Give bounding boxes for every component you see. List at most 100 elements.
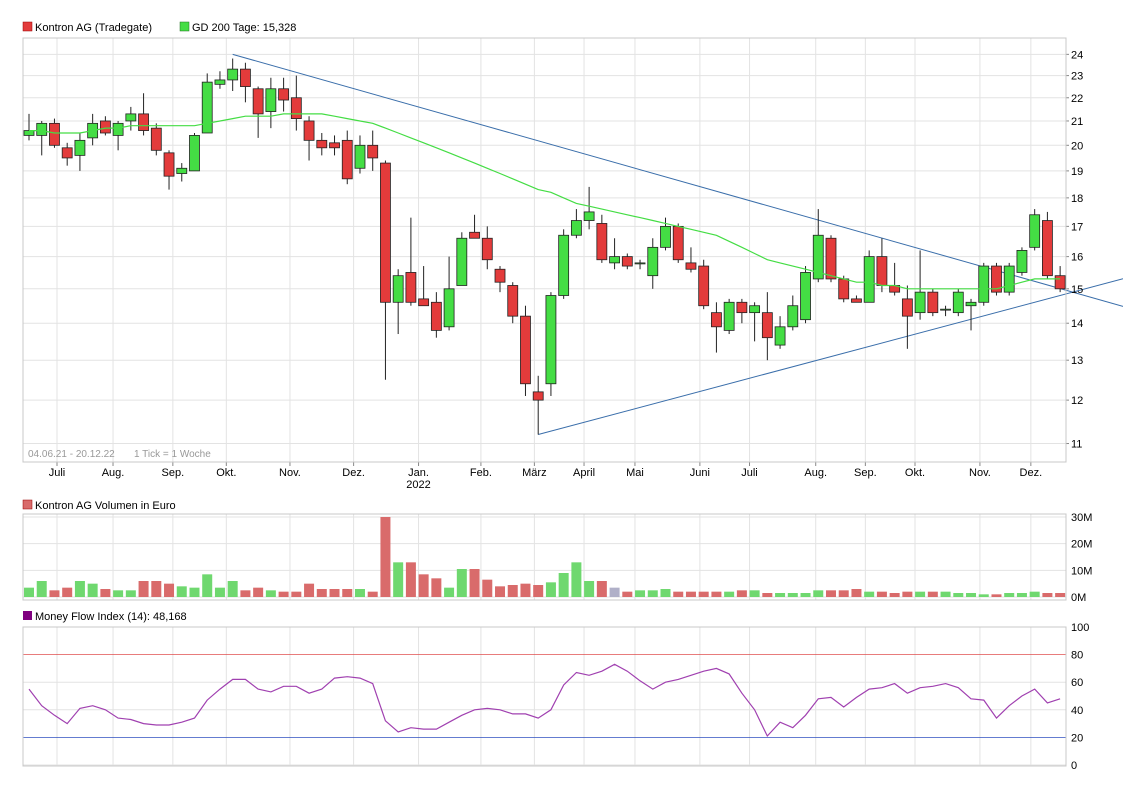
mfi-y-tick-label: 20	[1071, 732, 1083, 744]
candle-down	[430, 301, 442, 331]
candle-down	[761, 312, 773, 339]
candle-down	[507, 285, 519, 317]
volume-bar	[520, 583, 531, 597]
volume-panel-border	[22, 513, 1067, 601]
candlesticks	[23, 58, 1066, 435]
price-y-tick-label: 24	[1071, 49, 1083, 61]
volume-bar	[558, 573, 569, 597]
price-y-tick-label: 19	[1071, 166, 1083, 178]
volume-bar	[393, 562, 404, 597]
volume-bar	[253, 587, 264, 597]
candle-up	[227, 68, 239, 81]
candle-down	[711, 312, 722, 328]
candle-down	[341, 139, 353, 180]
mfi-line	[28, 663, 1061, 738]
volume-bar	[635, 590, 646, 597]
volume-bar	[940, 591, 951, 597]
x-tick-label: Nov.	[969, 467, 991, 479]
candle-up	[863, 256, 875, 303]
trendline	[538, 278, 1123, 436]
candle-up	[583, 211, 595, 221]
volume-bar	[265, 590, 276, 597]
price-y-tick-label: 11	[1071, 439, 1082, 451]
candle-up	[787, 305, 799, 328]
candle-up	[112, 122, 124, 136]
volume-bar	[596, 581, 607, 597]
volume-bar	[62, 587, 73, 597]
volume-y-tick-label: 10M	[1071, 565, 1092, 577]
moving-average	[29, 113, 1061, 290]
volume-bar	[380, 517, 391, 597]
volume-bar	[405, 562, 416, 597]
candle-up	[1029, 214, 1041, 248]
mfi-y-axis: 0 20 40 60 80 100	[1071, 622, 1089, 772]
volume-bar	[978, 594, 989, 597]
volume-bar	[787, 593, 798, 597]
mfi-panel-border	[22, 626, 1067, 767]
candle-up	[74, 139, 86, 156]
mfi-y-tick-label: 0	[1071, 760, 1077, 772]
volume-bar	[864, 591, 875, 597]
volume-bar	[125, 590, 136, 597]
volume-bar	[953, 593, 964, 597]
candle-up	[800, 272, 811, 321]
candle-down	[418, 298, 430, 307]
candle-up	[125, 113, 137, 122]
volume-bar	[813, 590, 824, 597]
volume-legend-label: Kontron AG Volumen in Euro	[35, 500, 176, 512]
candle-down	[163, 152, 175, 177]
x-tick-label: Mai	[626, 467, 644, 479]
x-tick-label: Sep.	[854, 467, 877, 479]
volume-bar	[927, 591, 938, 597]
candle-up	[634, 262, 646, 265]
candle-up	[443, 288, 455, 328]
volume-bar	[889, 593, 900, 597]
candle-down	[469, 231, 480, 239]
volume-bar	[685, 591, 696, 597]
x-year-label: 2022	[406, 479, 430, 491]
candle-up	[558, 234, 570, 296]
volume-bar	[1016, 593, 1027, 597]
x-axis: Juli Aug. Sep. Okt. Nov. Dez. Jan.2022 Feb. März…	[49, 462, 1042, 491]
candle-down	[596, 223, 608, 261]
candle-down	[494, 268, 506, 283]
volume-bar	[240, 590, 251, 597]
candle-up	[214, 79, 226, 85]
candle-up	[647, 246, 659, 277]
candle-up	[456, 237, 468, 286]
ma-legend-swatch	[179, 21, 190, 32]
x-tick-label: April	[573, 467, 595, 479]
x-tick-label: Feb.	[470, 467, 492, 479]
mfi-y-tick-label: 100	[1071, 622, 1089, 634]
candle-down	[532, 391, 544, 401]
volume-bar	[291, 591, 302, 597]
candle-down	[99, 120, 111, 134]
volume-bar	[1004, 593, 1015, 597]
volume-bar	[278, 591, 289, 597]
trendline	[232, 53, 1123, 307]
price-y-tick-label: 14	[1071, 318, 1083, 330]
candle-up	[609, 256, 620, 264]
trendlines	[232, 53, 1123, 436]
candle-down	[405, 272, 417, 303]
price-y-tick-label: 16	[1071, 252, 1083, 264]
price-grid	[23, 38, 1066, 462]
info-tick: 1 Tick = 1 Woche	[134, 449, 211, 460]
candle-up	[978, 265, 990, 303]
volume-bar	[609, 587, 620, 597]
candle-up	[940, 308, 951, 311]
candle-up	[265, 88, 277, 112]
x-tick-label: Juni	[690, 467, 710, 479]
volume-bar	[164, 583, 175, 597]
price-y-tick-label: 20	[1071, 140, 1083, 152]
candle-up	[723, 301, 735, 331]
candle-down	[672, 225, 684, 261]
mfi-legend-swatch	[23, 611, 32, 620]
volume-bar	[113, 590, 124, 597]
volume-bars	[24, 517, 1066, 597]
volume-bar	[444, 587, 455, 597]
volume-bar	[431, 578, 442, 597]
price-legend-label: Kontron AG (Tradegate)	[35, 22, 152, 34]
volume-bar	[100, 589, 111, 597]
candle-up	[1003, 265, 1015, 293]
